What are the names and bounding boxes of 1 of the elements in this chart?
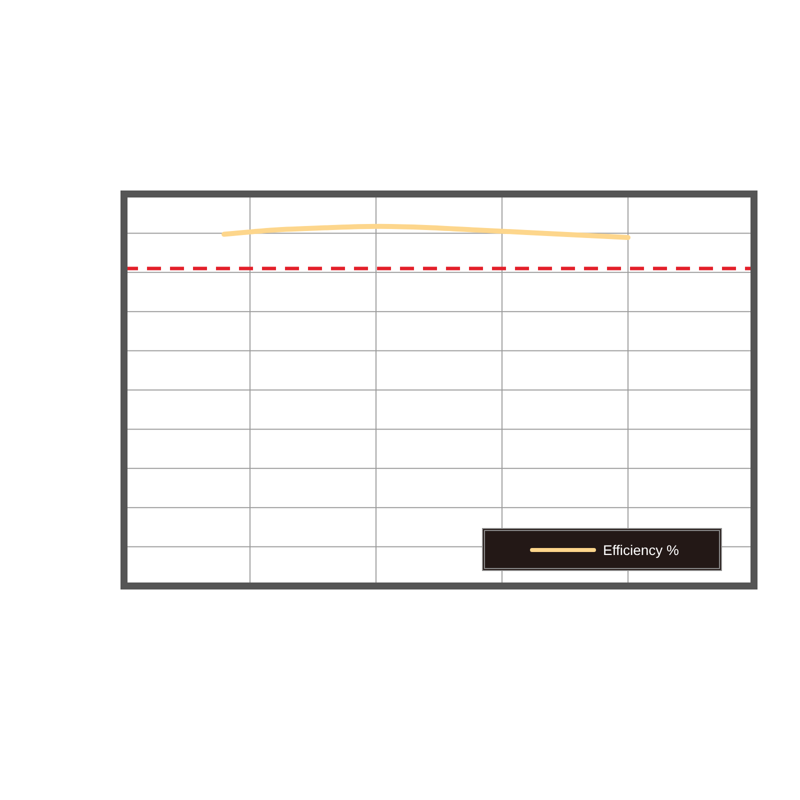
legend-label: Efficiency % (603, 542, 679, 558)
